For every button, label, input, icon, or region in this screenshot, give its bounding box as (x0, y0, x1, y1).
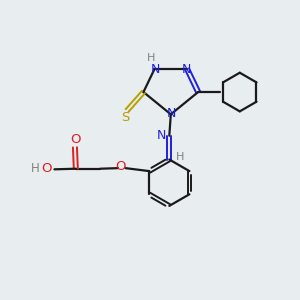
Text: S: S (122, 110, 130, 124)
Text: O: O (115, 160, 125, 173)
Text: N: N (182, 63, 191, 76)
Text: N: N (156, 129, 166, 142)
Text: N: N (167, 106, 176, 120)
Text: H: H (147, 53, 156, 63)
Text: O: O (41, 162, 52, 175)
Text: H: H (31, 162, 40, 175)
Text: O: O (70, 134, 81, 146)
Text: H: H (176, 152, 184, 162)
Text: N: N (150, 63, 160, 76)
